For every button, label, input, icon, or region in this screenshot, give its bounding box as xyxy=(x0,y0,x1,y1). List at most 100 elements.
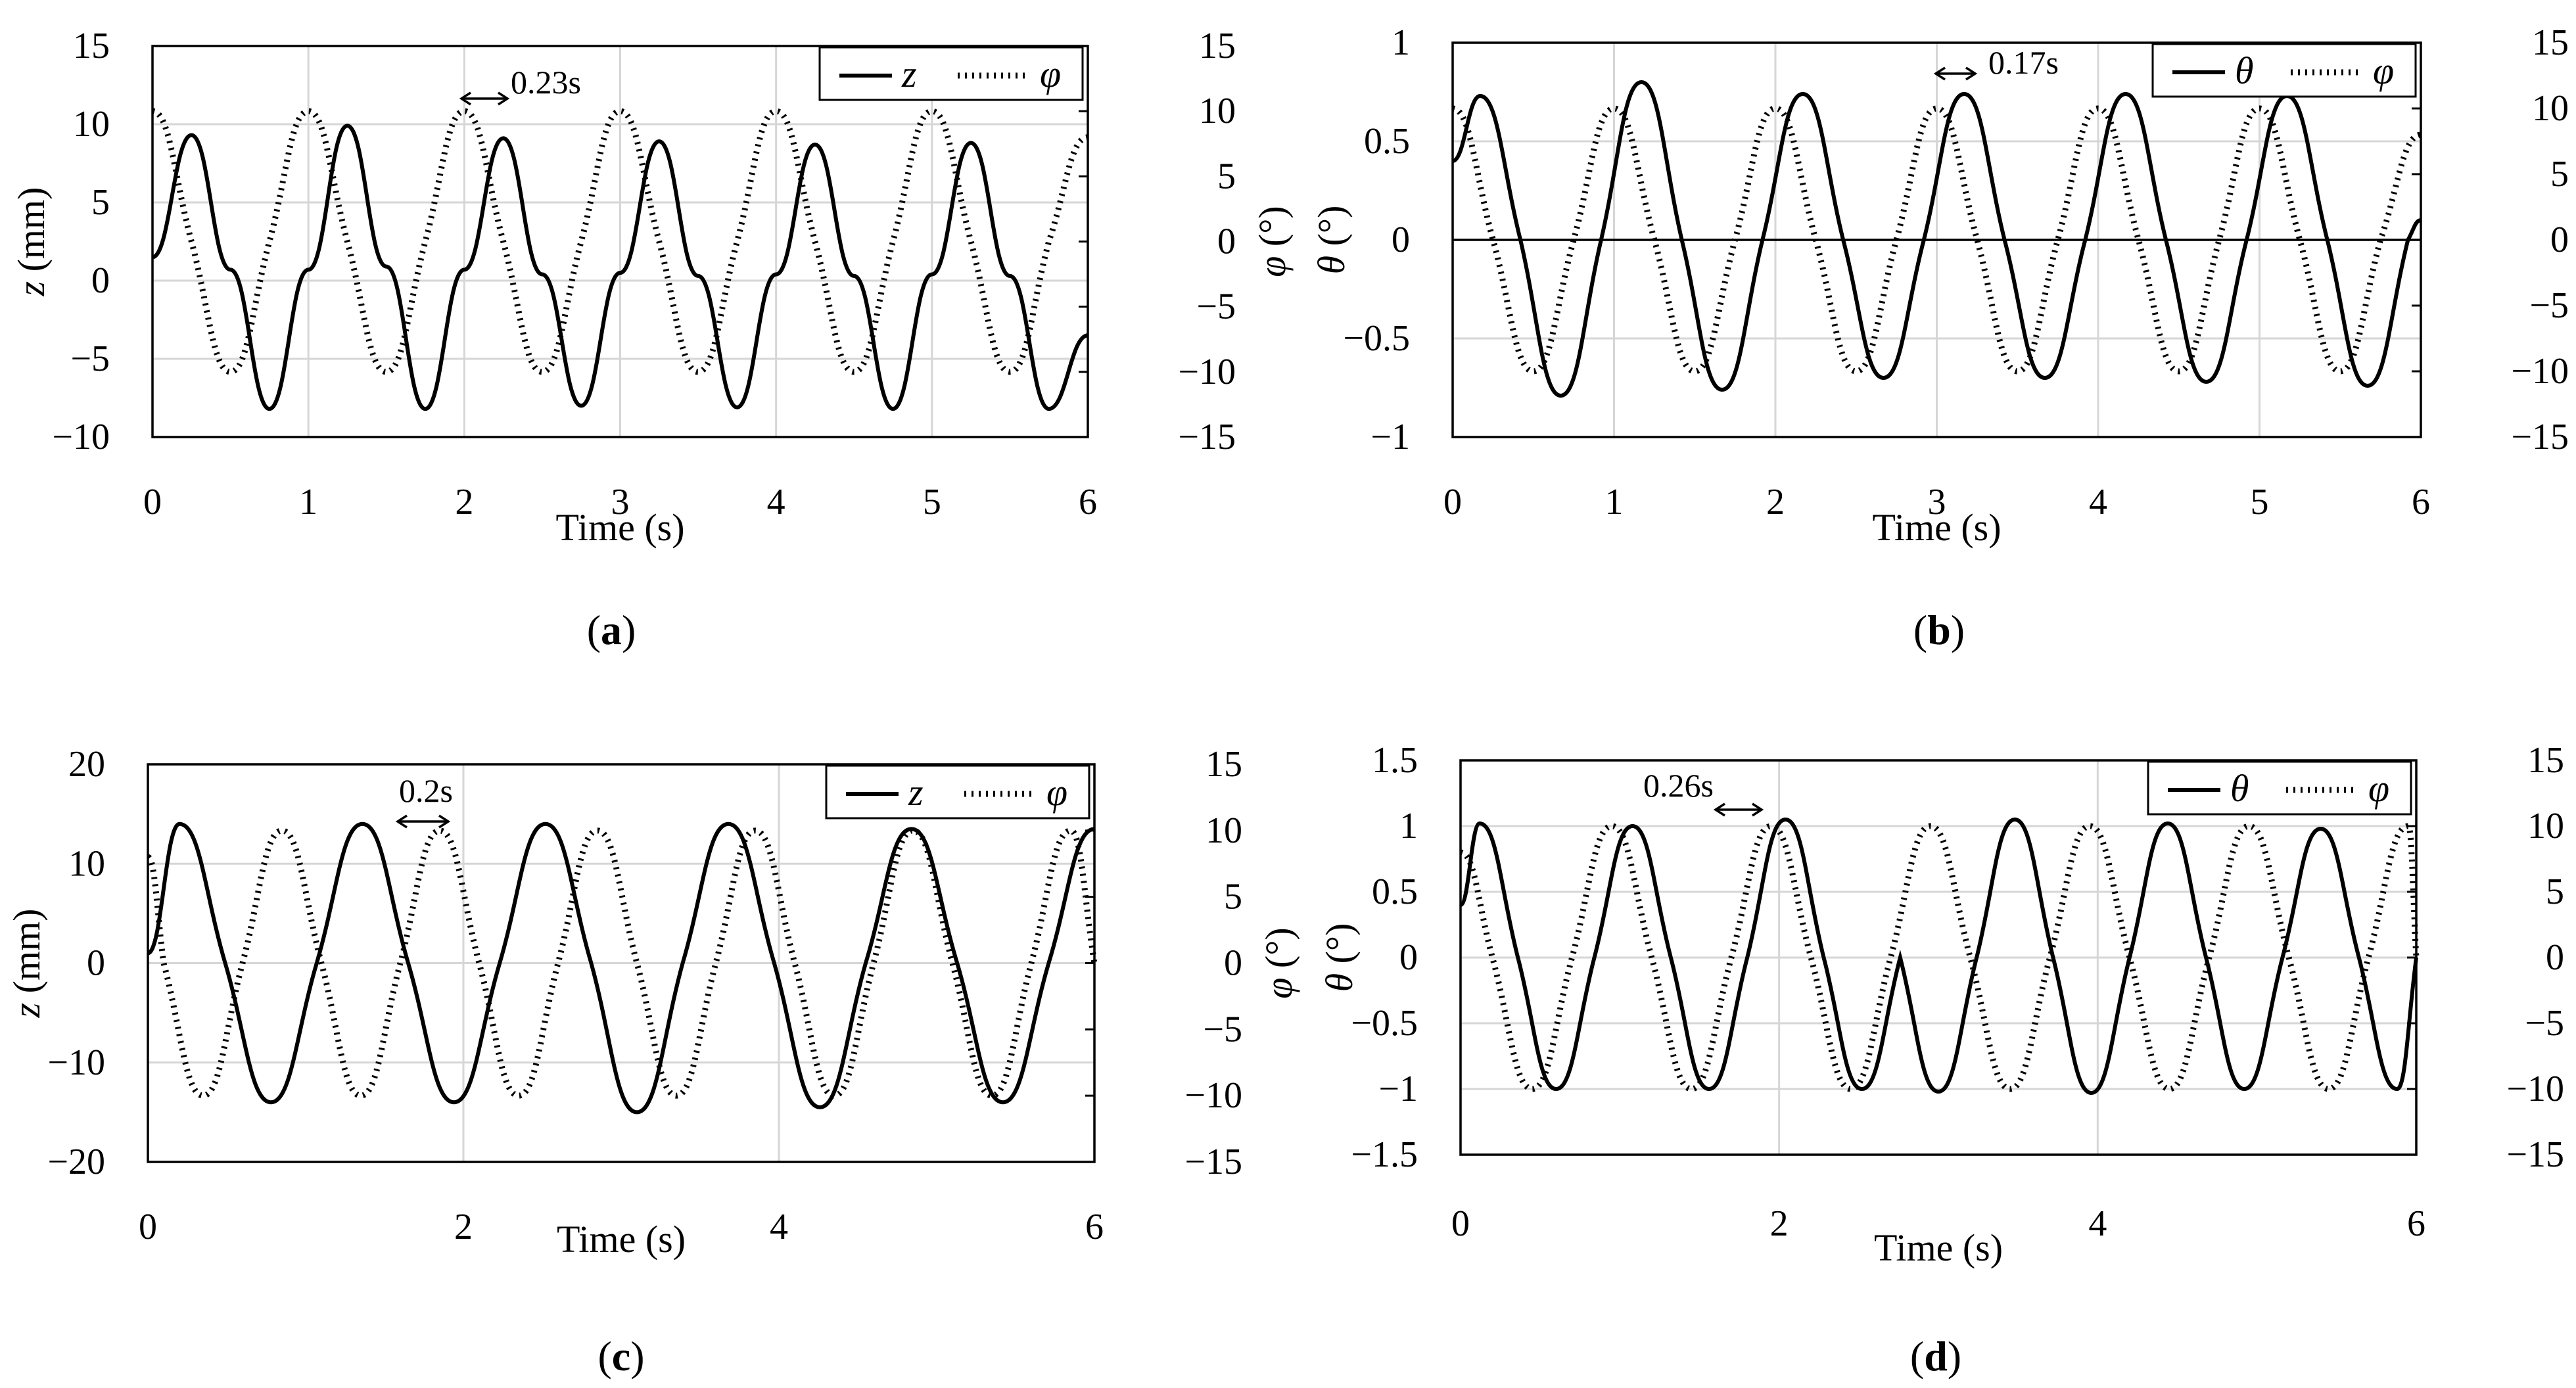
y-left-axis-unit: (°) xyxy=(1310,206,1353,256)
x-axis-label: Time (s) xyxy=(557,1218,686,1261)
y-right-tick-label: 0 xyxy=(2550,220,2569,260)
legend-label-2: φ xyxy=(1040,53,1061,95)
y-left-tick-label: 1 xyxy=(1399,806,1418,846)
series-line-theta xyxy=(1451,80,2422,398)
annotation-arrowhead-left xyxy=(1713,802,1725,817)
y-right-tick-label: 0 xyxy=(2546,937,2564,978)
y-left-tick-label: 0 xyxy=(91,260,110,301)
y-left-tick-label: 20 xyxy=(68,744,105,785)
y-left-tick-label: 0 xyxy=(1399,937,1418,978)
annotation-arrowhead-left xyxy=(395,814,408,829)
y-right-tick-label: 15 xyxy=(1206,744,1242,785)
y-right-tick-label: 0 xyxy=(1217,221,1236,262)
y-left-axis-var: θ xyxy=(1318,973,1361,992)
y-right-tick-label: 15 xyxy=(2527,740,2564,781)
y-right-tick-label: 10 xyxy=(1206,810,1242,851)
caption-paren-open: ( xyxy=(587,607,601,653)
caption-paren-close: ) xyxy=(1948,1333,1961,1379)
y-left-tick-label: 15 xyxy=(73,26,110,66)
y-left-tick-label: −10 xyxy=(52,417,110,457)
caption-paren-close: ) xyxy=(630,1333,644,1379)
x-tick-label: 0 xyxy=(143,482,162,522)
y-right-tick-label: 0 xyxy=(1224,943,1242,984)
y-left-axis-label: z (mm) xyxy=(10,187,53,297)
y-right-tick-label: −10 xyxy=(1184,1075,1242,1116)
panel-caption: (a) xyxy=(587,607,636,653)
y-right-tick-label: 5 xyxy=(1217,156,1236,197)
y-right-tick-label: −15 xyxy=(1178,417,1236,457)
y-right-tick-label: 10 xyxy=(1199,91,1236,131)
y-left-tick-label: 0 xyxy=(87,943,105,984)
panel-caption: (c) xyxy=(597,1333,644,1379)
legend-label-1: θ xyxy=(2230,767,2249,810)
annotation-arrowhead-right xyxy=(438,814,451,829)
y-left-tick-label: −0.5 xyxy=(1343,318,1410,359)
series-line-theta xyxy=(1459,817,2418,1096)
caption-paren-close: ) xyxy=(1951,607,1965,653)
legend-label-2: φ xyxy=(2368,767,2389,810)
y-right-tick-label: 5 xyxy=(2546,871,2564,912)
legend-label-2: φ xyxy=(1046,771,1067,814)
x-tick-label: 4 xyxy=(767,482,785,522)
y-left-tick-label: −5 xyxy=(70,338,110,379)
y-left-tick-label: −10 xyxy=(47,1042,105,1083)
y-left-tick-label: −1 xyxy=(1378,1069,1418,1109)
y-right-axis-unit: (°) xyxy=(1251,206,1294,256)
x-tick-label: 1 xyxy=(299,482,317,522)
panel-caption: (b) xyxy=(1913,607,1965,653)
y-left-tick-label: 0 xyxy=(1392,220,1410,260)
y-right-tick-label: −10 xyxy=(2511,351,2569,392)
x-tick-label: 4 xyxy=(2089,482,2107,522)
annotation-arrowhead-left xyxy=(1933,66,1946,81)
caption-paren-open: ( xyxy=(1913,607,1927,653)
chart-panel-d: 0 2 4 6 −1.5 −1 −0.5 0 0.5 1 1.5 −15 −10 −5 0 5 10 15 θ (°… xyxy=(1318,740,2564,1379)
y-left-tick-label: 10 xyxy=(68,843,105,884)
y-left-axis-label: θ (°) xyxy=(1318,923,1361,992)
x-tick-label: 1 xyxy=(1605,482,1624,522)
y-right-tick-label: −5 xyxy=(2529,285,2569,326)
y-right-tick-label: 15 xyxy=(2532,22,2569,63)
x-axis-label: Time (s) xyxy=(1874,1226,2003,1269)
caption-paren-open: ( xyxy=(597,1333,611,1379)
series-line-z xyxy=(151,124,1089,411)
y-left-axis-var: z xyxy=(10,281,53,297)
y-left-tick-label: 1.5 xyxy=(1372,740,1418,781)
y-left-tick-label: 1 xyxy=(1392,22,1410,63)
legend-label-1: z xyxy=(908,771,924,814)
y-right-tick-label: −10 xyxy=(2506,1069,2564,1109)
phase-lag-annotation: 0.2s xyxy=(399,772,453,809)
x-tick-label: 2 xyxy=(1770,1203,1789,1244)
y-left-tick-label: −1 xyxy=(1370,417,1410,457)
y-left-tick-label: 10 xyxy=(73,104,110,145)
y-right-tick-label: 5 xyxy=(2550,154,2569,195)
chart-panel-a: 0 1 2 3 4 5 6 −10 −5 0 5 10 15 −15 −10 −5 0 5 10 15 z (mm) φ … xyxy=(10,26,1294,653)
annotation-arrowhead-right xyxy=(498,91,510,106)
annotation-arrowhead-right xyxy=(1965,66,1978,81)
y-right-tick-label: −15 xyxy=(2511,417,2569,457)
y-right-tick-label: 15 xyxy=(1199,26,1236,66)
y-right-axis-var: φ xyxy=(1257,978,1300,999)
phase-lag-annotation: 0.17s xyxy=(1988,44,2059,81)
y-right-axis-unit: (°) xyxy=(1257,927,1300,977)
y-right-tick-label: −5 xyxy=(1196,287,1236,327)
y-right-tick-label: −15 xyxy=(2506,1134,2564,1175)
y-left-tick-label: 0.5 xyxy=(1372,871,1418,912)
caption-letter: c xyxy=(612,1333,630,1379)
x-tick-label: 0 xyxy=(1443,482,1462,522)
y-left-axis-var: z xyxy=(5,1003,48,1019)
y-left-axis-var: θ xyxy=(1310,256,1353,275)
y-left-tick-label: 0.5 xyxy=(1364,121,1410,162)
x-tick-label: 5 xyxy=(923,482,941,522)
x-tick-label: 6 xyxy=(2407,1203,2425,1244)
caption-paren-close: ) xyxy=(622,607,636,653)
legend-label-1: θ xyxy=(2235,49,2254,92)
x-tick-label: 4 xyxy=(2088,1203,2107,1244)
panel-caption: (d) xyxy=(1910,1333,1961,1379)
y-left-axis-unit: (°) xyxy=(1318,923,1361,973)
caption-paren-open: ( xyxy=(1910,1333,1924,1379)
annotation-arrowhead-right xyxy=(1752,802,1764,817)
chart-panel-b: 0 1 2 3 4 5 6 −1 −0.5 0 0.5 1 −15 −10 −5 0 5 10 15 θ (°) φ (… xyxy=(1310,22,2569,653)
x-tick-label: 5 xyxy=(2251,482,2269,522)
x-tick-label: 6 xyxy=(1085,1207,1104,1247)
